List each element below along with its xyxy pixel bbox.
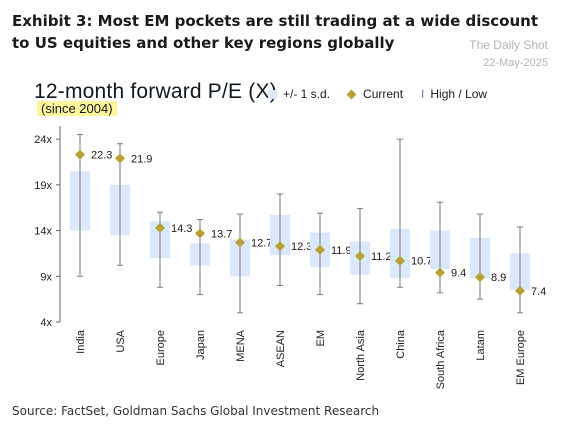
value-label: 21.9 — [131, 153, 152, 165]
legend-sd-label: +/- 1 s.d. — [283, 87, 331, 101]
current-marker — [275, 241, 285, 252]
category-label: China — [395, 329, 407, 359]
value-label: 12.7 — [251, 237, 272, 249]
current-marker — [235, 237, 245, 248]
current-marker — [155, 222, 165, 233]
legend-range-icon: I — [421, 87, 425, 101]
legend-item-range: I High / Low — [421, 87, 487, 101]
value-label: 13.7 — [211, 228, 232, 240]
category-label: Japan — [195, 330, 207, 360]
category-label: North Asia — [355, 329, 367, 381]
value-label: 14.3 — [171, 223, 192, 235]
category-label: India — [75, 329, 87, 354]
current-marker — [475, 272, 485, 283]
value-label: 12.3 — [291, 241, 312, 253]
watermark: The Daily Shot 22-May-2025 — [469, 36, 548, 72]
current-marker — [435, 267, 445, 278]
value-label: 8.9 — [491, 272, 506, 284]
y-tick-label: 9x — [40, 271, 52, 283]
current-marker — [395, 255, 405, 266]
subtitle-note: (since 2004) — [37, 101, 117, 116]
category-label: EM — [315, 330, 327, 347]
current-marker — [115, 153, 125, 164]
source-note: Source: FactSet, Goldman Sachs Global In… — [12, 404, 380, 418]
current-marker — [315, 244, 325, 255]
legend: +/- 1 s.d. Current I High / Low — [268, 87, 505, 101]
legend-item-sd: +/- 1 s.d. — [268, 87, 330, 101]
category-label: MENA — [235, 329, 247, 361]
legend-item-current: Current — [346, 87, 404, 101]
chart-title: Exhibit 3: Most EM pockets are still tra… — [12, 12, 539, 52]
value-label: 10.7 — [411, 256, 432, 268]
legend-box-swatch — [268, 89, 277, 99]
watermark-date: 22-May-2025 — [483, 57, 548, 69]
current-marker — [515, 285, 525, 296]
legend-current-label: Current — [363, 87, 404, 101]
value-label: 9.4 — [451, 268, 466, 280]
y-tick-label: 4x — [40, 317, 52, 329]
category-label: Latam — [475, 330, 487, 361]
category-label: ASEAN — [275, 330, 287, 367]
value-label: 7.4 — [531, 286, 546, 298]
value-label: 22.3 — [91, 150, 112, 162]
category-label: South Africa — [435, 329, 447, 389]
watermark-brand: The Daily Shot — [469, 38, 548, 52]
category-label: USA — [115, 329, 127, 352]
current-marker — [355, 251, 365, 262]
y-tick-label: 24x — [34, 134, 52, 146]
current-marker — [75, 149, 85, 160]
category-label: Europe — [155, 330, 167, 365]
legend-range-label: High / Low — [430, 87, 488, 101]
category-label: EM Europe — [515, 330, 527, 385]
y-tick-label: 19x — [34, 180, 52, 192]
chart-subtitle: 12-month forward P/E (X) — [34, 80, 277, 103]
y-tick-label: 14x — [34, 226, 52, 238]
current-marker — [195, 228, 205, 239]
value-label: 11.2 — [371, 251, 392, 263]
value-label: 11.9 — [331, 245, 352, 257]
